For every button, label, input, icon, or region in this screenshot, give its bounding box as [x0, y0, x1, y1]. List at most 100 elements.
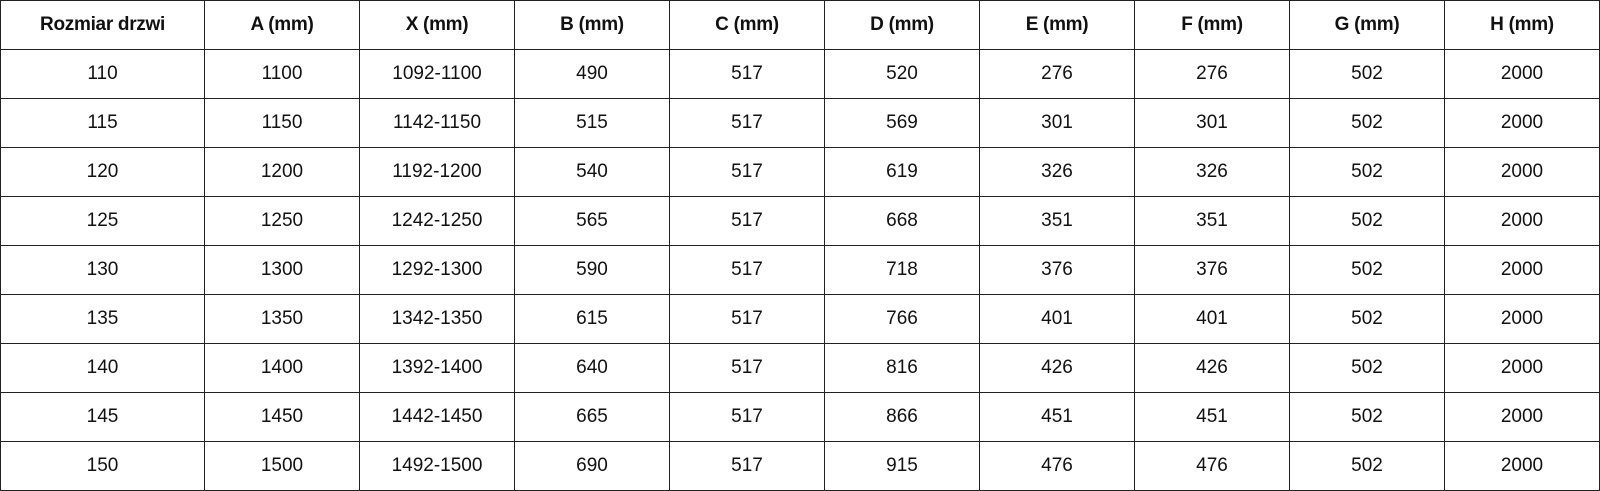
table-cell: 502	[1289, 196, 1445, 246]
table-cell: 615	[514, 294, 670, 344]
table-cell: 451	[979, 392, 1135, 442]
table-cell: 816	[824, 343, 980, 393]
table-cell: 2000	[1444, 392, 1600, 442]
table-cell: 502	[1289, 294, 1445, 344]
table-cell: 301	[979, 98, 1135, 148]
column-header: E (mm)	[979, 0, 1135, 50]
table-cell: 401	[979, 294, 1135, 344]
table-cell: 426	[979, 343, 1135, 393]
table-cell: 1392-1400	[359, 343, 515, 393]
table-cell: 1492-1500	[359, 441, 515, 491]
table-cell: 2000	[1444, 49, 1600, 99]
table-cell: 502	[1289, 245, 1445, 295]
table-cell: 451	[1134, 392, 1290, 442]
table-cell: 517	[669, 441, 825, 491]
table-cell: 1242-1250	[359, 196, 515, 246]
table-cell: 150	[0, 441, 205, 491]
table-cell: 135	[0, 294, 205, 344]
table-cell: 517	[669, 147, 825, 197]
table-cell: 1100	[204, 49, 360, 99]
table-row: 150 1500 1492-1500 690 517 915 476 476 502 2000	[0, 441, 1600, 491]
table-cell: 130	[0, 245, 205, 295]
table-cell: 1192-1200	[359, 147, 515, 197]
table-cell: 326	[1134, 147, 1290, 197]
table-cell: 640	[514, 343, 670, 393]
column-header: F (mm)	[1134, 0, 1290, 50]
table-cell: 517	[669, 294, 825, 344]
table-cell: 376	[979, 245, 1135, 295]
table-cell: 1250	[204, 196, 360, 246]
table-cell: 115	[0, 98, 205, 148]
table-cell: 540	[514, 147, 670, 197]
table-cell: 276	[979, 49, 1135, 99]
table-cell: 690	[514, 441, 670, 491]
table-cell: 351	[1134, 196, 1290, 246]
table-cell: 145	[0, 392, 205, 442]
table-cell: 426	[1134, 343, 1290, 393]
table-cell: 517	[669, 245, 825, 295]
table-cell: 590	[514, 245, 670, 295]
table-cell: 476	[979, 441, 1135, 491]
table-row: 115 1150 1142-1150 515 517 569 301 301 502 2000	[0, 98, 1600, 148]
table-cell: 1150	[204, 98, 360, 148]
column-header: H (mm)	[1444, 0, 1600, 50]
header-row: Rozmiar drzwi A (mm) X (mm) B (mm) C (mm) D (…	[0, 0, 1600, 50]
table-row: 125 1250 1242-1250 565 517 668 351 351 502 2000	[0, 196, 1600, 246]
table-cell: 502	[1289, 392, 1445, 442]
table-cell: 1292-1300	[359, 245, 515, 295]
column-header: X (mm)	[359, 0, 515, 50]
table-cell: 502	[1289, 147, 1445, 197]
table-cell: 619	[824, 147, 980, 197]
column-header: B (mm)	[514, 0, 670, 50]
table-row: 120 1200 1192-1200 540 517 619 326 326 502 2000	[0, 147, 1600, 197]
table-cell: 1400	[204, 343, 360, 393]
table-cell: 2000	[1444, 245, 1600, 295]
table-row: 110 1100 1092-1100 490 517 520 276 276 502 2000	[0, 49, 1600, 99]
table-cell: 1200	[204, 147, 360, 197]
table-cell: 326	[979, 147, 1135, 197]
table-cell: 2000	[1444, 98, 1600, 148]
table-cell: 915	[824, 441, 980, 491]
column-header: C (mm)	[669, 0, 825, 50]
table-cell: 110	[0, 49, 205, 99]
table-cell: 401	[1134, 294, 1290, 344]
table-cell: 2000	[1444, 343, 1600, 393]
table-cell: 517	[669, 343, 825, 393]
table-cell: 1350	[204, 294, 360, 344]
table-cell: 1092-1100	[359, 49, 515, 99]
table-cell: 565	[514, 196, 670, 246]
table-cell: 515	[514, 98, 670, 148]
table-cell: 569	[824, 98, 980, 148]
table-cell: 520	[824, 49, 980, 99]
table-body: 110 1100 1092-1100 490 517 520 276 276 502 2000 11…	[0, 49, 1600, 491]
table-cell: 125	[0, 196, 205, 246]
table-cell: 2000	[1444, 441, 1600, 491]
table-cell: 1142-1150	[359, 98, 515, 148]
table-row: 140 1400 1392-1400 640 517 816 426 426 502 2000	[0, 343, 1600, 393]
table-cell: 517	[669, 392, 825, 442]
table-cell: 490	[514, 49, 670, 99]
table-cell: 2000	[1444, 196, 1600, 246]
table-cell: 502	[1289, 441, 1445, 491]
column-header: A (mm)	[204, 0, 360, 50]
column-header: D (mm)	[824, 0, 980, 50]
column-header: G (mm)	[1289, 0, 1445, 50]
table-cell: 120	[0, 147, 205, 197]
table-cell: 301	[1134, 98, 1290, 148]
table-cell: 276	[1134, 49, 1290, 99]
table-row: 135 1350 1342-1350 615 517 766 401 401 502 2000	[0, 294, 1600, 344]
table-cell: 1450	[204, 392, 360, 442]
table-cell: 2000	[1444, 147, 1600, 197]
table-cell: 502	[1289, 343, 1445, 393]
table-cell: 665	[514, 392, 670, 442]
table-cell: 517	[669, 196, 825, 246]
table-cell: 1500	[204, 441, 360, 491]
table-cell: 476	[1134, 441, 1290, 491]
table-cell: 376	[1134, 245, 1290, 295]
table-cell: 2000	[1444, 294, 1600, 344]
table-cell: 517	[669, 49, 825, 99]
table-cell: 866	[824, 392, 980, 442]
table-cell: 1442-1450	[359, 392, 515, 442]
column-header: Rozmiar drzwi	[0, 0, 205, 50]
